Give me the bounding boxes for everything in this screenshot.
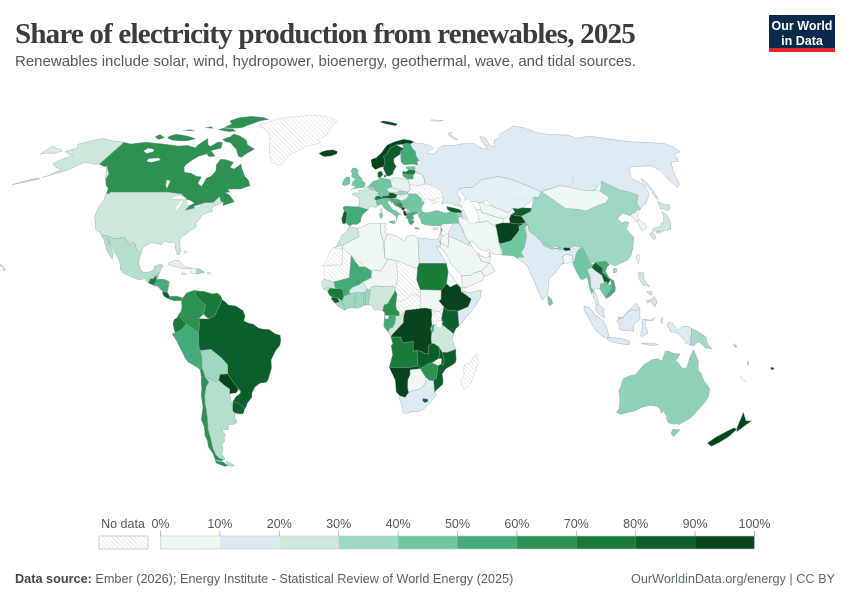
svg-text:30%: 30% xyxy=(326,517,351,531)
svg-text:70%: 70% xyxy=(564,517,589,531)
svg-text:No data: No data xyxy=(101,517,145,531)
svg-text:10%: 10% xyxy=(207,517,232,531)
svg-text:100%: 100% xyxy=(739,517,771,531)
svg-text:0%: 0% xyxy=(151,517,169,531)
svg-text:40%: 40% xyxy=(386,517,411,531)
svg-text:20%: 20% xyxy=(267,517,292,531)
svg-text:90%: 90% xyxy=(683,517,708,531)
svg-text:60%: 60% xyxy=(504,517,529,531)
svg-text:80%: 80% xyxy=(623,517,648,531)
svg-text:50%: 50% xyxy=(445,517,470,531)
